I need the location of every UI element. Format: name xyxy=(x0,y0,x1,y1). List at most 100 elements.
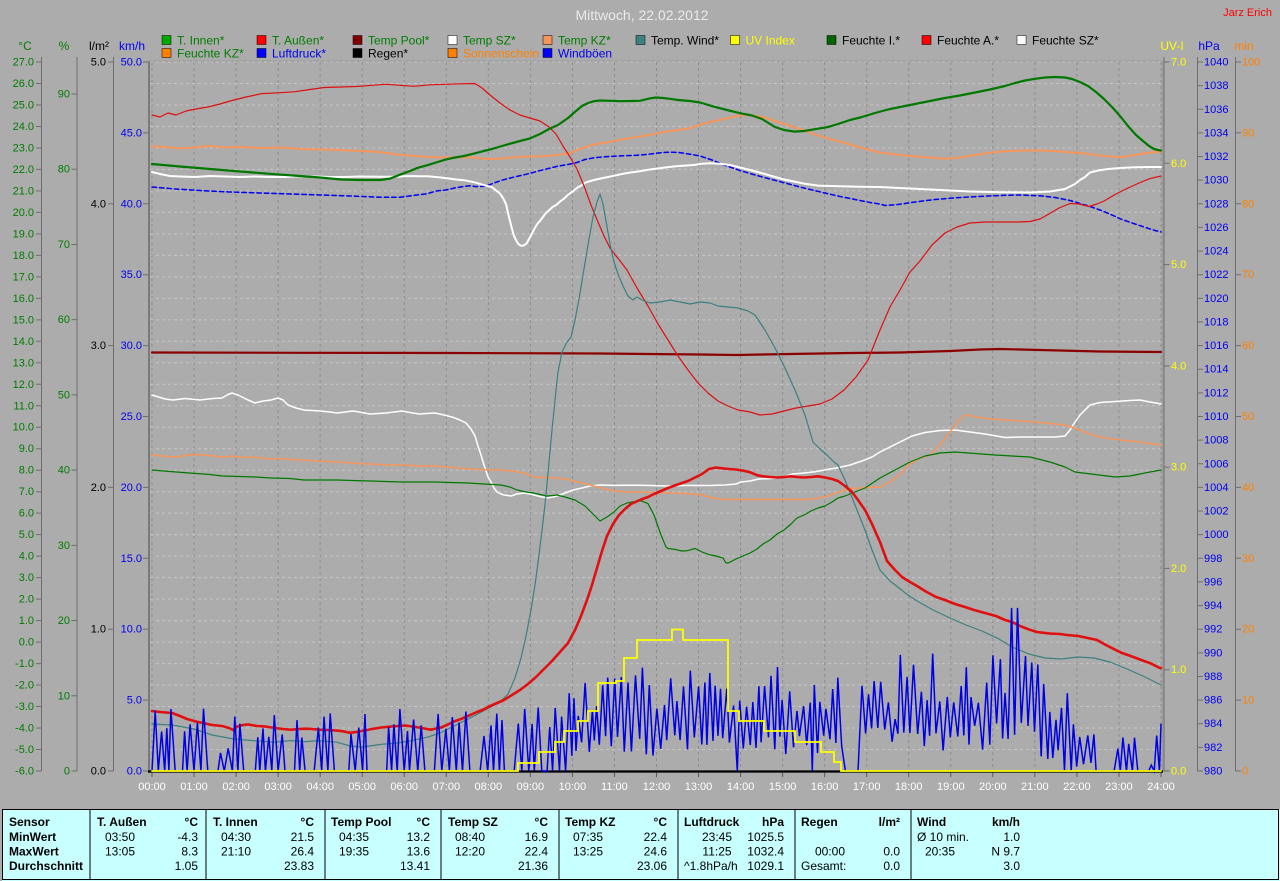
svg-text:°C: °C xyxy=(535,815,549,829)
svg-text:26.4: 26.4 xyxy=(291,845,315,859)
svg-text:1014: 1014 xyxy=(1204,364,1228,376)
svg-text:Ø 10 min.: Ø 10 min. xyxy=(917,830,969,844)
svg-text:980: 980 xyxy=(1204,766,1222,778)
svg-text:04:30: 04:30 xyxy=(221,830,251,844)
svg-text:20:35: 20:35 xyxy=(925,845,955,859)
svg-text:00:00: 00:00 xyxy=(815,845,845,859)
svg-text:Luftdruck*: Luftdruck* xyxy=(272,47,326,61)
svg-text:1.0: 1.0 xyxy=(91,624,106,636)
svg-text:13:25: 13:25 xyxy=(573,845,603,859)
svg-text:23:45: 23:45 xyxy=(702,830,732,844)
svg-text:10:00: 10:00 xyxy=(559,781,587,793)
svg-text:20.0: 20.0 xyxy=(13,207,34,219)
svg-text:1022: 1022 xyxy=(1204,269,1228,281)
svg-text:1002: 1002 xyxy=(1204,506,1228,518)
svg-text:04:35: 04:35 xyxy=(339,830,369,844)
svg-text:13.0: 13.0 xyxy=(13,357,34,369)
svg-text:30.0: 30.0 xyxy=(121,340,142,352)
svg-text:988: 988 xyxy=(1204,671,1222,683)
svg-text:-4.3: -4.3 xyxy=(177,830,198,844)
svg-text:l/m²: l/m² xyxy=(89,39,109,53)
svg-text:1032: 1032 xyxy=(1204,151,1228,163)
svg-text:14:00: 14:00 xyxy=(727,781,755,793)
svg-text:02:00: 02:00 xyxy=(222,781,250,793)
svg-text:992: 992 xyxy=(1204,624,1222,636)
svg-text:3.0: 3.0 xyxy=(91,340,106,352)
svg-text:6.0: 6.0 xyxy=(19,508,34,520)
svg-text:T. Innen*: T. Innen* xyxy=(177,34,225,48)
svg-text:1040: 1040 xyxy=(1204,57,1228,69)
svg-text:1026: 1026 xyxy=(1204,222,1228,234)
svg-text:60: 60 xyxy=(58,314,70,326)
svg-text:994: 994 xyxy=(1204,600,1222,612)
svg-text:10: 10 xyxy=(58,690,70,702)
svg-text:90: 90 xyxy=(58,89,70,101)
svg-text:km/h: km/h xyxy=(992,815,1020,829)
svg-text:1038: 1038 xyxy=(1204,80,1228,92)
svg-text:27.0: 27.0 xyxy=(13,57,34,69)
svg-text:Durchschnitt: Durchschnitt xyxy=(9,859,83,873)
svg-text:Regen*: Regen* xyxy=(368,47,408,61)
svg-text:984: 984 xyxy=(1204,718,1222,730)
svg-text:23.83: 23.83 xyxy=(284,859,314,873)
svg-text:16.9: 16.9 xyxy=(525,830,549,844)
svg-text:23.06: 23.06 xyxy=(637,859,667,873)
svg-text:16.0: 16.0 xyxy=(13,293,34,305)
svg-text:Temp SZ: Temp SZ xyxy=(448,815,498,829)
svg-text:4.0: 4.0 xyxy=(19,551,34,563)
svg-text:60: 60 xyxy=(1242,340,1254,352)
svg-text:11:00: 11:00 xyxy=(601,781,628,793)
svg-text:00:00: 00:00 xyxy=(138,781,166,793)
svg-text:20: 20 xyxy=(58,615,70,627)
svg-text:7.0: 7.0 xyxy=(1171,57,1186,69)
svg-text:hPa: hPa xyxy=(1198,39,1220,53)
svg-text:03:50: 03:50 xyxy=(105,830,135,844)
svg-text:21:10: 21:10 xyxy=(221,845,251,859)
svg-text:hPa: hPa xyxy=(762,815,784,829)
svg-text:Sonnenschein: Sonnenschein xyxy=(463,47,539,61)
svg-text:5.0: 5.0 xyxy=(19,529,34,541)
svg-text:1018: 1018 xyxy=(1204,317,1228,329)
svg-text:UV Index: UV Index xyxy=(746,34,795,48)
svg-text:0: 0 xyxy=(64,766,70,778)
svg-text:-3.0: -3.0 xyxy=(15,701,34,713)
svg-text:°C: °C xyxy=(417,815,431,829)
svg-text:Sensor: Sensor xyxy=(9,815,50,829)
svg-text:15.0: 15.0 xyxy=(13,314,34,326)
svg-text:1024: 1024 xyxy=(1204,246,1228,258)
svg-text:1008: 1008 xyxy=(1204,435,1228,447)
svg-text:998: 998 xyxy=(1204,553,1222,565)
svg-text:N 9.7: N 9.7 xyxy=(991,845,1020,859)
svg-text:50.0: 50.0 xyxy=(121,57,142,69)
svg-text:1.05: 1.05 xyxy=(175,859,199,873)
svg-text:20:00: 20:00 xyxy=(979,781,1007,793)
svg-text:11.0: 11.0 xyxy=(13,400,34,412)
svg-text:km/h: km/h xyxy=(119,39,145,53)
svg-text:14.0: 14.0 xyxy=(13,336,34,348)
svg-text:Feuchte I.*: Feuchte I.* xyxy=(842,34,900,48)
svg-text:20: 20 xyxy=(1242,624,1254,636)
svg-text:15:00: 15:00 xyxy=(769,781,797,793)
svg-text:30: 30 xyxy=(1242,553,1254,565)
svg-text:Temp SZ*: Temp SZ* xyxy=(463,34,516,48)
svg-text:MaxWert: MaxWert xyxy=(9,845,59,859)
svg-text:Temp KZ: Temp KZ xyxy=(565,815,615,829)
svg-text:100: 100 xyxy=(1242,57,1260,69)
svg-text:0.0: 0.0 xyxy=(127,766,142,778)
svg-text:-6.0: -6.0 xyxy=(15,766,34,778)
svg-text:1034: 1034 xyxy=(1204,127,1228,139)
svg-text:90: 90 xyxy=(1242,127,1254,139)
svg-text:0.0: 0.0 xyxy=(91,766,106,778)
svg-text:4.0: 4.0 xyxy=(91,198,106,210)
svg-text:22:00: 22:00 xyxy=(1063,781,1091,793)
svg-text:-2.0: -2.0 xyxy=(15,680,34,692)
svg-text:40: 40 xyxy=(58,465,70,477)
svg-text:3.0: 3.0 xyxy=(19,572,34,584)
svg-text:13.6: 13.6 xyxy=(407,845,431,859)
svg-text:23:00: 23:00 xyxy=(1105,781,1133,793)
svg-text:19:35: 19:35 xyxy=(339,845,369,859)
svg-text:13.41: 13.41 xyxy=(400,859,430,873)
svg-text:996: 996 xyxy=(1204,576,1222,588)
svg-text:9.0: 9.0 xyxy=(19,443,34,455)
svg-text:Temp. Wind*: Temp. Wind* xyxy=(651,34,719,48)
